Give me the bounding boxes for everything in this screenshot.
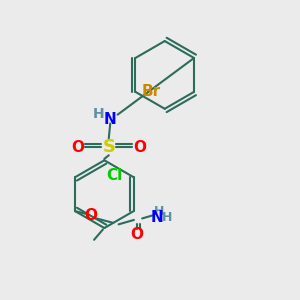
Text: H: H — [93, 107, 105, 121]
Text: O: O — [130, 227, 143, 242]
Text: O: O — [133, 140, 146, 154]
Text: H: H — [154, 206, 164, 218]
Text: Cl: Cl — [106, 168, 122, 183]
Text: S: S — [102, 138, 115, 156]
Text: O: O — [71, 140, 84, 154]
Text: H: H — [162, 212, 172, 224]
Text: Br: Br — [142, 84, 161, 99]
Text: N: N — [104, 112, 117, 127]
Text: O: O — [85, 208, 98, 223]
Text: N: N — [151, 210, 164, 225]
